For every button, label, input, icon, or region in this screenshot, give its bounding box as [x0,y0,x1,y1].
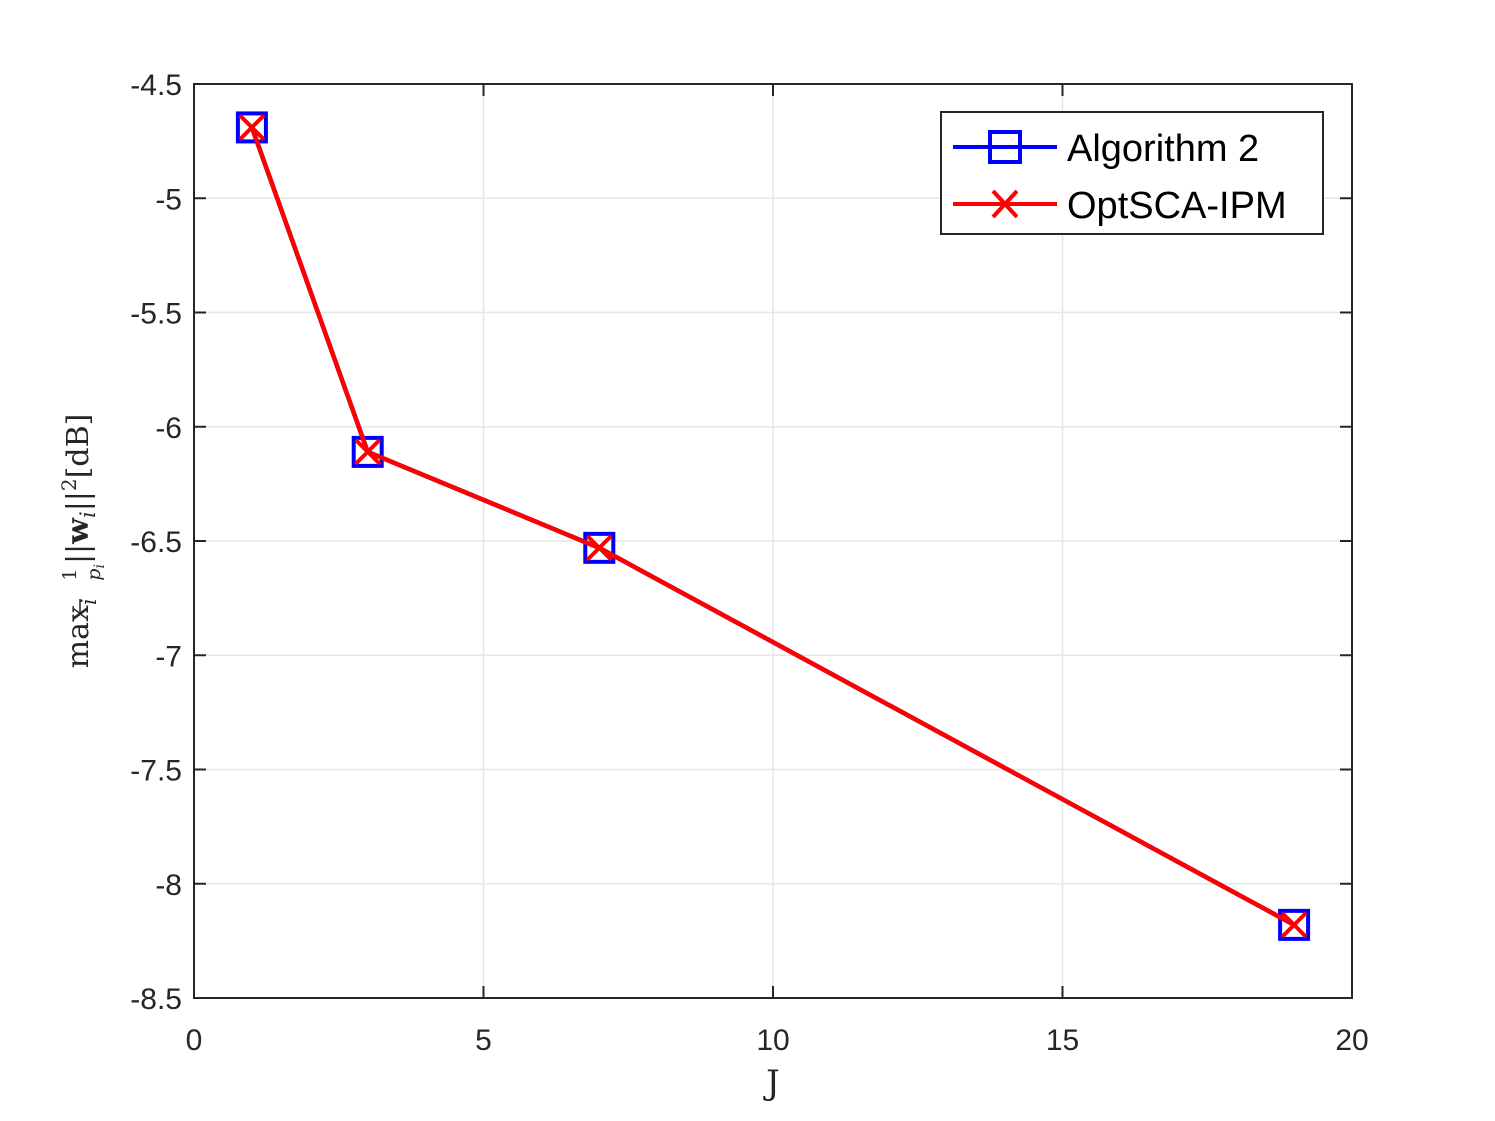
series-layer [235,111,1311,941]
y-tick-label: -6 [155,412,182,445]
axis-ticks: 0 5 10 15 20 -4.5 -5 -5.5 -6 -6.5 -7 -7.5 -8 -8.5 [130,69,1368,1057]
data-point-square [235,111,268,144]
y-title-norm-close: || [61,491,96,511]
x-tick-label: 0 [186,1024,203,1057]
y-tick-label: -8.5 [130,983,182,1016]
y-tick-label: -7 [155,640,182,673]
y-title-frac-den-sub: i [92,564,108,568]
x-tick-label: 20 [1335,1024,1368,1057]
legend-entry-optsca-ipm: OptSCA-IPM [953,185,1287,227]
data-point-x [238,114,266,141]
y-title-frac-num: 1 [59,569,81,581]
data-point-x [1280,911,1308,939]
x-tick-label: 15 [1046,1024,1079,1057]
y-title-norm-open: || [61,544,96,564]
y-title-unit: [dB] [61,414,96,479]
y-tick-label: -7.5 [130,755,182,788]
legend-entry-algorithm-2: Algorithm 2 [953,128,1259,170]
legend-marker-x [991,189,1019,219]
svg-text:maxi 1pi||wi||2[dB]: maxi 1 pi||wi||2[dB] [57,414,108,669]
legend-label-algorithm-2: Algorithm 2 [1067,128,1259,170]
data-point-square [351,435,384,468]
x-axis-title: J [763,1063,780,1103]
data-point-square [583,531,616,564]
y-tick-label: -5.5 [130,298,182,331]
legend: Algorithm 2 OptSCA-IPM [940,111,1324,235]
y-tick-label: -8 [155,869,182,902]
y-title-frac-den: p [83,569,105,581]
y-tick-label: -6.5 [130,526,182,559]
series-optsca-ipm [238,114,1308,939]
x-tick-label: 10 [756,1024,789,1057]
legend-label-optsca-ipm: OptSCA-IPM [1067,185,1287,227]
y-tick-label: -4.5 [130,69,182,102]
y-title-power: 2 [57,478,81,491]
y-axis-title: maxi 1 pi||wi||2[dB] [57,414,108,669]
y-title-max-sub: i [77,598,101,605]
x-tick-label: 5 [475,1024,492,1057]
y-title-vec: w [61,517,96,545]
data-point-x [354,438,382,466]
y-title-vec-sub: i [76,511,100,518]
y-tick-label: -5 [155,183,182,216]
data-point-square [1278,908,1311,941]
y-title-max: max [61,605,96,668]
data-point-x [585,534,613,562]
legend-marker-square [988,130,1022,164]
series-line [249,126,1296,927]
